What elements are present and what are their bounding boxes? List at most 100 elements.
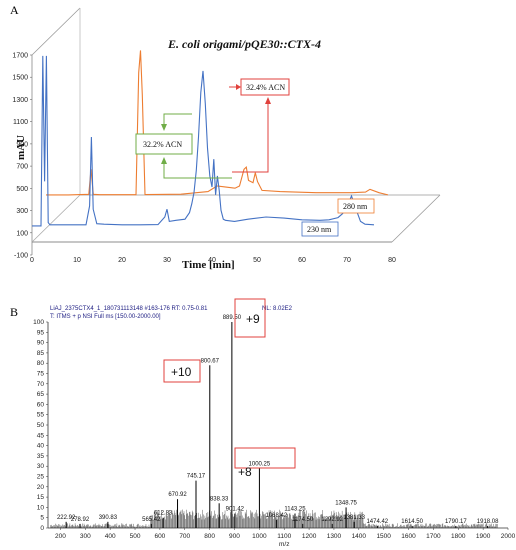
peak-label: 1790.17 [445, 519, 467, 525]
ms-axes [47, 322, 508, 529]
ms-y-tick-label: 40 [37, 443, 45, 450]
peak-label: 1068.42 [266, 513, 288, 519]
ms-y-tick-label: 35 [37, 453, 45, 460]
ms-x-tick-label: 200 [55, 533, 66, 540]
ms-x-tick-label: 300 [80, 533, 91, 540]
y-tick-label: 1300 [12, 97, 28, 104]
ms-y-tick-label: 90 [37, 340, 45, 347]
y-tick-label: -100 [14, 253, 28, 260]
peak-label: 670.92 [168, 492, 187, 498]
charge-state-10: +10 [171, 365, 192, 379]
x-tick-label: 40 [208, 257, 216, 264]
legend-box-280 [337, 198, 375, 214]
ms-header-line-1: LiAJ_2375CTX4_1_180731113148 #163-176 RT… [50, 306, 208, 312]
x-axis-title: Time [min] [182, 259, 235, 271]
peak-label: 1348.75 [335, 500, 357, 506]
ms-y-tick-label: 60 [37, 401, 45, 408]
ms-nl-label: NL: 8.02E2 [262, 306, 293, 312]
charge-box-9 [234, 298, 266, 338]
annotation-32-4: 32.4% ACN [246, 83, 285, 92]
charge-box-10 [163, 359, 201, 383]
y-tick-label: 100 [16, 230, 28, 237]
ms-y-tick-label: 30 [37, 463, 45, 470]
ms-x-tick-label: 1500 [376, 533, 391, 540]
charge-state-9: +9 [246, 312, 260, 326]
ms-x-tick-label: 1000 [252, 533, 267, 540]
peak-label: 612.83 [154, 511, 173, 517]
x-tick-label: 80 [388, 257, 396, 264]
ms-x-tick-label: 600 [154, 533, 165, 540]
peak-label: 1918.08 [477, 519, 499, 525]
ms-x-tick-label: 1400 [352, 533, 367, 540]
peak-label: 1474.42 [366, 519, 388, 525]
y-tick-label: 500 [16, 186, 28, 193]
peak-label: 901.42 [226, 507, 245, 513]
ms-y-tick-label: 55 [37, 412, 45, 419]
ms-y-tick-label: 80 [37, 360, 45, 367]
y-tick-label: 900 [16, 141, 28, 148]
peak-label: 1614.50 [401, 519, 423, 525]
charge-state-8: +8 [238, 465, 252, 479]
series-line-280-nm [46, 50, 389, 196]
annotation-bracket-red [232, 103, 269, 173]
peak-label: 565.42 [142, 517, 161, 523]
x-tick-label: 70 [343, 257, 351, 264]
ms-x-axis-title: m/z [279, 541, 289, 548]
peak-label: 745.17 [187, 474, 206, 480]
chromatogram-frame [31, 7, 441, 255]
arrow-right-red-icon [236, 84, 241, 90]
x-tick-label: 30 [163, 257, 171, 264]
legend-280nm: 280 nm [343, 202, 368, 211]
peak-label: 1143.25 [284, 507, 306, 513]
ms-x-tick-label: 1200 [302, 533, 317, 540]
ms-y-tick-label: 50 [37, 422, 45, 429]
peak-label: 800.67 [201, 358, 220, 364]
y-tick-label: 1700 [12, 53, 28, 60]
ms-y-tick-label: 65 [37, 391, 45, 398]
ms-x-tick-label: 400 [105, 533, 116, 540]
x-tick-label: 50 [253, 257, 261, 264]
ms-x-tick-label: 500 [130, 533, 141, 540]
ms-header-line-2: T: ITMS + p NSI Full ms [150.00-2000.00] [50, 314, 161, 320]
x-tick-label: 60 [298, 257, 306, 264]
x-tick-label: 10 [73, 257, 81, 264]
ms-y-tick-label: 75 [37, 371, 45, 378]
arrow-up-icon [161, 157, 167, 164]
ms-x-tick-label: 1600 [401, 533, 416, 540]
ms-x-tick-label: 2000 [501, 533, 516, 540]
ms-y-tick-label: 45 [37, 432, 45, 439]
peak-label: 889.50 [223, 315, 242, 321]
ms-x-tick-label: 900 [229, 533, 240, 540]
ms-y-tick-label: 5 [40, 515, 44, 522]
ms-y-tick-label: 85 [37, 350, 45, 357]
x-tick-label: 0 [30, 257, 34, 264]
annotation-bracket-top [163, 113, 192, 128]
peak-label: 1000.25 [249, 461, 271, 467]
x-tick-label: 20 [118, 257, 126, 264]
charge-box-8 [234, 447, 296, 469]
peak-label: 222.92 [57, 515, 76, 521]
ms-y-tick-label: 20 [37, 484, 45, 491]
legend-box-230 [301, 221, 339, 237]
ms-y-tick-label: 0 [40, 525, 44, 532]
ms-y-tick-label: 15 [37, 494, 45, 501]
y-tick-label: 300 [16, 208, 28, 215]
peak-label: 278.92 [71, 517, 90, 523]
ms-y-tick-label: 100 [33, 319, 44, 326]
ms-x-tick-label: 1100 [277, 533, 291, 540]
ms-x-tick-label: 1300 [327, 533, 342, 540]
annotation-bracket-bottom [163, 160, 232, 179]
series-line-230-nm [32, 55, 375, 227]
ms-y-tick-label: 25 [37, 474, 45, 481]
peak-label: 1292.92 [321, 517, 343, 523]
chart-title: E. coli origami/pQE30::CTX-4 [167, 37, 321, 51]
ms-x-tick-label: 800 [204, 533, 215, 540]
peak-label: 390.83 [99, 515, 118, 521]
ms-x-tick-label: 1700 [426, 533, 441, 540]
panel-a-label: A [10, 3, 19, 17]
annotation-32-2: 32.2% ACN [143, 140, 182, 149]
panel-b-label: B [10, 305, 18, 319]
legend-230nm: 230 nm [307, 225, 332, 234]
peak-label: 1381.33 [343, 515, 365, 521]
